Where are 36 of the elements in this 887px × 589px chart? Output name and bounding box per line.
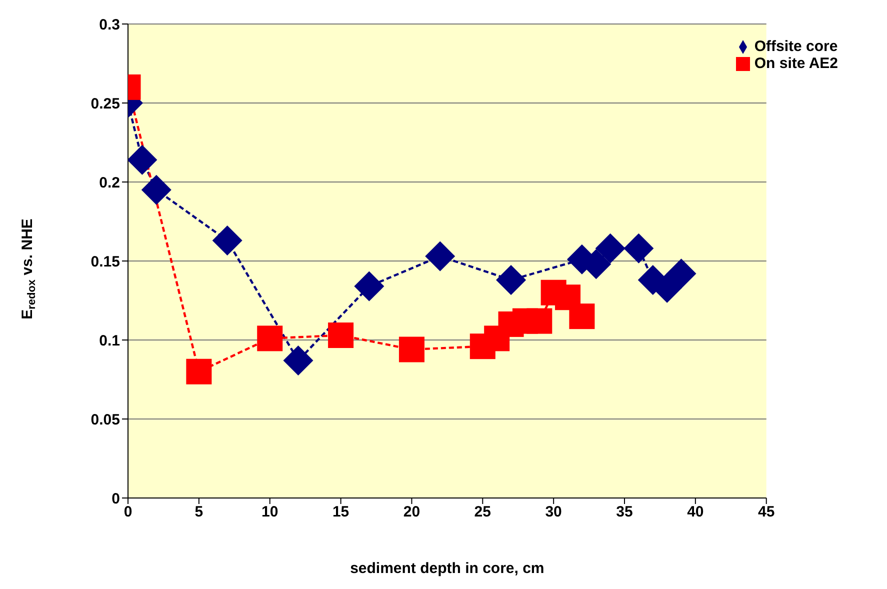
y-tick-label: 0.3 [99, 16, 120, 34]
point [128, 144, 158, 175]
point [257, 326, 283, 352]
y-tick-label: 0.1 [99, 332, 120, 350]
x-tick-label: 20 [403, 504, 420, 521]
x-tick-label: 45 [758, 504, 775, 521]
y-tick-label: 0.2 [99, 174, 120, 192]
legend-label: On site AE2 [754, 55, 838, 72]
x-tick-label: 0 [124, 504, 132, 521]
point [666, 258, 696, 289]
x-tick-label: 30 [545, 504, 562, 521]
x-tick-label: 40 [687, 504, 704, 521]
point [496, 264, 526, 295]
point [425, 241, 456, 272]
point [186, 358, 212, 384]
x-tick-label: 15 [332, 504, 350, 521]
y-tick-label: 0 [112, 490, 120, 508]
point [595, 233, 626, 264]
x-tick-label: 35 [616, 504, 633, 521]
point [624, 233, 654, 264]
legend-label: Offsite core [754, 38, 838, 55]
point [328, 322, 354, 348]
y-tick-label: 0.25 [90, 95, 120, 112]
x-axis-title: sediment depth in core, cm [350, 560, 544, 577]
point [398, 336, 424, 362]
x-tick-label: 5 [194, 504, 204, 521]
point [141, 174, 172, 205]
point [526, 308, 552, 334]
point [354, 271, 384, 302]
x-tick-label: 25 [474, 504, 491, 521]
point [283, 346, 314, 376]
y-tick-label: 0.15 [90, 253, 120, 270]
point [212, 225, 242, 256]
y-tick-label: 0.05 [90, 411, 120, 428]
x-tick-label: 10 [262, 504, 278, 521]
point [569, 304, 595, 330]
